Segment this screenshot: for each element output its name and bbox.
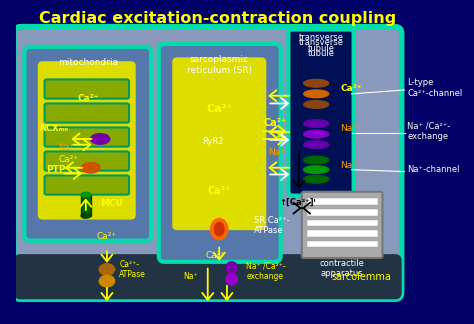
Bar <box>307 230 378 237</box>
Ellipse shape <box>304 90 328 98</box>
Text: Ca²⁺: Ca²⁺ <box>206 104 232 114</box>
Ellipse shape <box>226 273 237 285</box>
Text: MCU: MCU <box>100 199 123 208</box>
FancyBboxPatch shape <box>14 27 401 299</box>
Text: sarcoplasmic
reticulum (SR): sarcoplasmic reticulum (SR) <box>187 55 252 75</box>
Ellipse shape <box>226 262 237 273</box>
Text: Ca²⁺-
ATPase: Ca²⁺- ATPase <box>119 260 146 279</box>
Bar <box>307 241 378 248</box>
FancyBboxPatch shape <box>159 44 281 262</box>
Text: Na⁺: Na⁺ <box>268 148 285 157</box>
Ellipse shape <box>99 275 115 287</box>
Ellipse shape <box>99 264 115 275</box>
Text: Ca²⁺: Ca²⁺ <box>205 251 226 260</box>
Bar <box>81 195 91 216</box>
Text: mitochondria: mitochondria <box>58 58 118 67</box>
Bar <box>307 199 378 205</box>
Text: Ca²⁺: Ca²⁺ <box>208 186 231 196</box>
Text: SR Ca²⁺-
ATPase: SR Ca²⁺- ATPase <box>254 216 289 235</box>
Ellipse shape <box>304 141 328 149</box>
Text: contractile
apparatus: contractile apparatus <box>319 259 365 278</box>
FancyBboxPatch shape <box>14 254 401 299</box>
FancyBboxPatch shape <box>45 127 129 147</box>
FancyBboxPatch shape <box>288 29 354 196</box>
Text: ↑[Ca²⁺]ᴵ: ↑[Ca²⁺]ᴵ <box>280 198 316 207</box>
FancyBboxPatch shape <box>45 103 129 123</box>
Ellipse shape <box>81 162 100 173</box>
Text: Na⁺: Na⁺ <box>59 143 74 152</box>
Text: Ca²⁺: Ca²⁺ <box>340 84 362 93</box>
Text: transverse
tubule: transverse tubule <box>299 38 344 58</box>
Ellipse shape <box>304 156 328 164</box>
Bar <box>307 209 378 216</box>
Text: Ca²⁺: Ca²⁺ <box>77 94 99 103</box>
Text: Na⁺: Na⁺ <box>183 272 198 281</box>
Ellipse shape <box>304 166 328 174</box>
Text: RyR2: RyR2 <box>202 137 223 146</box>
Text: Na⁺ /Ca²⁺-
exchange: Na⁺ /Ca²⁺- exchange <box>407 122 451 141</box>
Ellipse shape <box>304 120 328 127</box>
Text: sarcolemma: sarcolemma <box>331 272 391 282</box>
FancyBboxPatch shape <box>172 57 266 230</box>
Text: Cardiac excitation-contraction coupling: Cardiac excitation-contraction coupling <box>39 11 396 27</box>
Text: Na⁺-channel: Na⁺-channel <box>407 165 460 174</box>
Text: L-type
Ca²⁺-channel: L-type Ca²⁺-channel <box>407 78 463 98</box>
Ellipse shape <box>91 134 110 144</box>
Text: PTP: PTP <box>46 165 66 174</box>
FancyBboxPatch shape <box>302 192 383 258</box>
FancyBboxPatch shape <box>24 47 151 241</box>
Text: Ca²⁺: Ca²⁺ <box>97 232 117 241</box>
Text: Na⁺ /Ca²⁺-
exchange: Na⁺ /Ca²⁺- exchange <box>246 262 286 281</box>
FancyBboxPatch shape <box>45 79 129 98</box>
Text: Ca²⁺: Ca²⁺ <box>263 118 287 128</box>
Ellipse shape <box>304 175 328 183</box>
Text: Na⁺: Na⁺ <box>340 124 357 133</box>
FancyBboxPatch shape <box>45 151 129 171</box>
Ellipse shape <box>304 100 328 108</box>
Text: NCXₘₙ: NCXₘₙ <box>39 124 69 133</box>
Ellipse shape <box>304 130 328 138</box>
Ellipse shape <box>81 214 91 218</box>
Text: Na⁺: Na⁺ <box>340 161 357 170</box>
Text: Ca²⁺: Ca²⁺ <box>58 155 78 164</box>
Ellipse shape <box>210 219 228 240</box>
Ellipse shape <box>214 223 224 236</box>
Bar <box>307 220 378 226</box>
Ellipse shape <box>304 79 328 87</box>
Text: transverse
tubule: transverse tubule <box>299 33 344 53</box>
FancyBboxPatch shape <box>45 175 129 195</box>
FancyBboxPatch shape <box>38 61 136 220</box>
Ellipse shape <box>81 192 91 197</box>
